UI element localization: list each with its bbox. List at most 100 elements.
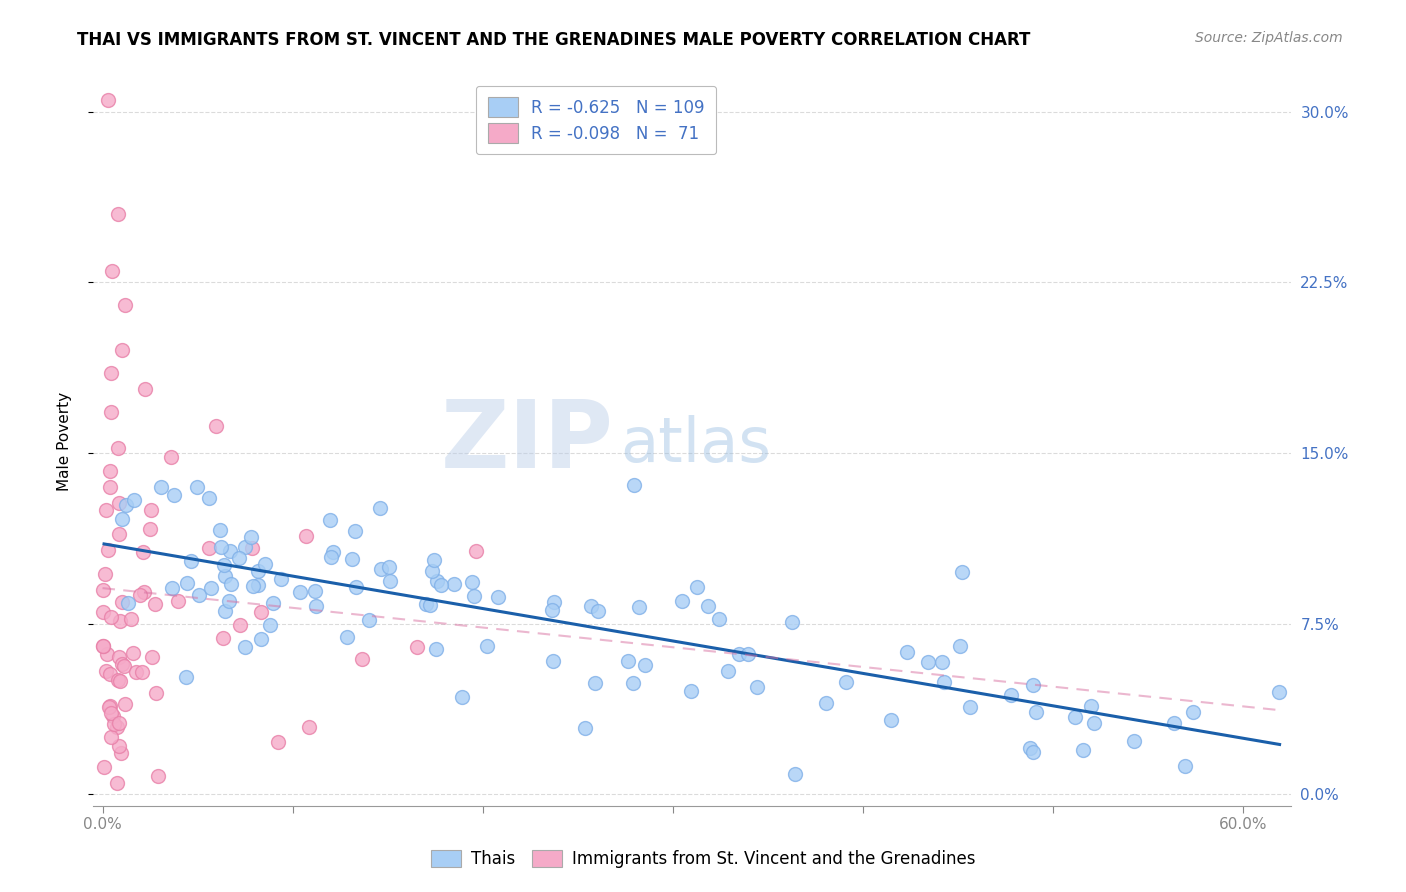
Point [249,605,271,619]
Point [100,730,122,744]
Point [344,524,367,538]
Point [543,595,565,609]
Point [91,640,114,654]
Point [228,550,250,565]
Point [94,503,117,517]
Point [93,760,115,774]
Point [368,500,391,515]
Point [129,588,152,602]
Point [370,562,392,576]
Text: THAI VS IMMIGRANTS FROM ST. VINCENT AND THE GRENADINES MALE POVERTY CORRELATION : THAI VS IMMIGRANTS FROM ST. VINCENT AND … [77,31,1031,49]
Point [166,593,188,607]
Point [105,776,128,790]
Point [1025,705,1047,719]
Point [100,366,122,380]
Point [112,659,135,673]
Point [107,673,129,688]
Point [463,589,485,603]
Point [477,639,499,653]
Point [419,598,441,612]
Point [815,696,838,710]
Text: atlas: atlas [620,415,770,475]
Point [262,596,284,610]
Point [96,648,118,662]
Point [406,640,429,654]
Point [581,599,603,614]
Point [132,585,155,599]
Point [425,642,447,657]
Point [623,478,645,492]
Point [114,298,136,312]
Point [134,382,156,396]
Text: ZIP: ZIP [441,395,614,488]
Point [259,618,281,632]
Point [931,655,953,669]
Point [150,479,173,493]
Point [198,541,221,555]
Point [98,480,121,494]
Point [1163,716,1185,731]
Point [100,405,122,419]
Point [451,690,474,705]
Point [121,612,143,626]
Point [214,568,236,582]
Point [97,93,120,107]
Point [110,746,132,760]
Point [103,717,125,731]
Point [322,545,344,559]
Point [917,655,939,669]
Point [305,599,328,614]
Point [1083,715,1105,730]
Point [486,590,509,604]
Point [246,564,269,578]
Point [461,574,484,589]
Text: Source: ZipAtlas.com: Source: ZipAtlas.com [1195,31,1343,45]
Point [218,594,240,608]
Point [139,522,162,536]
Legend: Thais, Immigrants from St. Vincent and the Grenadines: Thais, Immigrants from St. Vincent and t… [425,843,981,875]
Point [295,529,318,543]
Point [98,667,121,681]
Point [835,674,858,689]
Point [253,557,276,571]
Point [304,583,326,598]
Point [114,698,136,712]
Point [110,674,132,689]
Point [443,576,465,591]
Point [110,614,132,628]
Point [91,639,114,653]
Point [583,675,606,690]
Point [107,442,129,456]
Point [121,646,143,660]
Point [950,565,973,579]
Point [200,581,222,595]
Point [737,647,759,661]
Point [288,585,311,599]
Point [214,604,236,618]
Point [422,553,444,567]
Point [541,655,564,669]
Point [1021,745,1043,759]
Point [242,579,264,593]
Point [949,639,972,653]
Point [108,716,131,731]
Point [233,540,256,554]
Point [242,541,264,555]
Point [1268,685,1291,699]
Point [934,675,956,690]
Point [204,418,226,433]
Point [344,580,367,594]
Point [617,654,640,668]
Point [198,491,221,505]
Point [350,651,373,665]
Point [114,499,136,513]
Point [959,700,981,714]
Point [100,609,122,624]
Point [108,527,131,541]
Point [785,766,807,780]
Point [233,640,256,654]
Point [218,544,240,558]
Point [93,582,115,597]
Point [319,512,342,526]
Legend: R = -0.625   N = 109, R = -0.098   N =  71: R = -0.625 N = 109, R = -0.098 N = 71 [475,86,716,154]
